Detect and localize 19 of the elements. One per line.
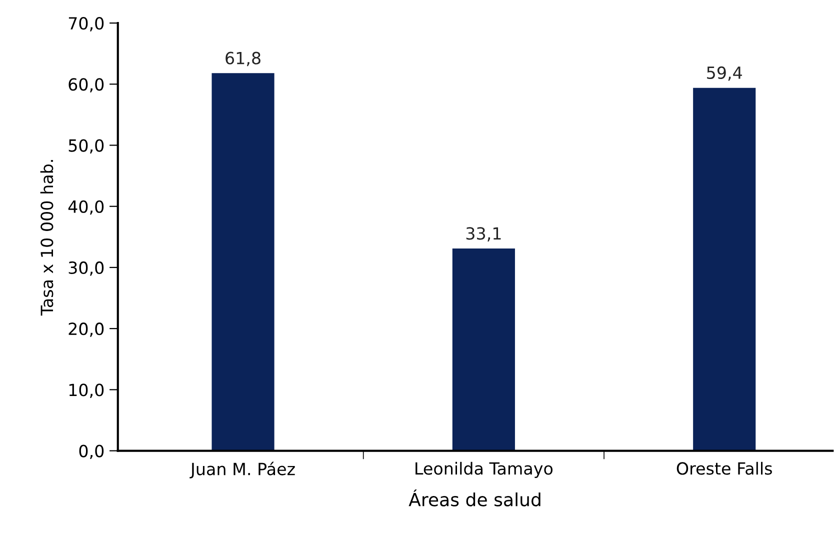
y-axis-title: Tasa x 10 000 hab. (40, 160, 54, 316)
data-label: 33,1 (466, 227, 501, 242)
data-label: 59,4 (707, 66, 742, 81)
y-tick-label: 60,0 (68, 78, 104, 92)
y-tick-label: 50,0 (68, 139, 104, 154)
y-tick-label: 10,0 (69, 384, 104, 398)
y-tick-label: 30,0 (68, 261, 104, 276)
x-tick-label: Juan M. Páez (190, 462, 295, 478)
bar (212, 73, 274, 451)
bar (693, 88, 756, 451)
y-tick-label: 0,0 (79, 444, 104, 460)
y-tick-label: 20,0 (68, 322, 104, 337)
data-label: 61,8 (226, 52, 260, 66)
y-tick-label: 40,0 (68, 200, 104, 215)
x-tick-label: Oreste Falls (676, 462, 772, 475)
x-axis-title: Áreas de salud (408, 489, 540, 506)
bar (452, 248, 515, 451)
y-tick-label: 70,0 (68, 17, 104, 32)
x-tick-label: Leonilda Tamayo (416, 462, 553, 478)
